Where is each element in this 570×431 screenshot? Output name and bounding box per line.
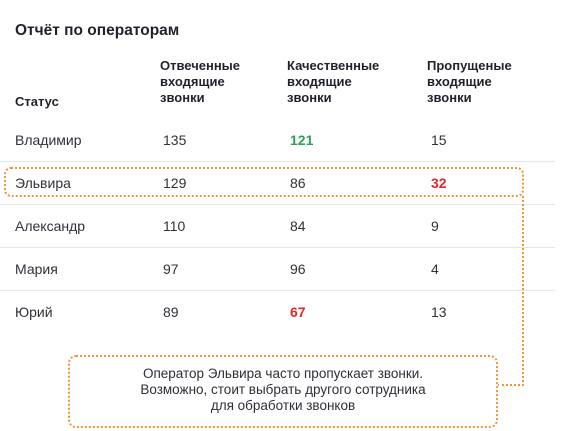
row-divider [0, 290, 555, 291]
header-quality-calls: Качественные входящие звонки [287, 58, 379, 106]
quality-value: 84 [290, 218, 306, 234]
table-row: Владимир 135 121 15 [0, 118, 555, 161]
note-line: Возможно, стоит выбрать другого сотрудни… [140, 382, 426, 397]
row-divider [0, 204, 555, 205]
note-line: для обработки звонков [210, 398, 356, 413]
missed-value: 4 [431, 261, 439, 277]
quality-value: 67 [290, 304, 306, 320]
header-answered-line2: входящие [160, 74, 225, 89]
table-row: Александр 110 84 9 [0, 204, 555, 247]
operator-name: Юрий [15, 304, 53, 320]
header-answered-calls: Отвеченные входящие звонки [160, 58, 240, 106]
answered-value: 97 [163, 261, 179, 277]
missed-value: 32 [431, 175, 447, 191]
report-title: Отчёт по операторам [15, 22, 180, 39]
table-row: Юрий 89 67 13 [0, 290, 555, 333]
operator-name: Александр [15, 218, 86, 234]
table-row: Эльвира 129 86 32 [0, 161, 555, 204]
highlight-row-frame [4, 167, 524, 197]
header-quality-line1: Качественные [287, 58, 380, 73]
quality-value: 121 [290, 132, 314, 148]
operator-name: Мария [15, 261, 58, 277]
operator-name: Эльвира [15, 175, 71, 191]
header-status: Статус [15, 94, 59, 109]
header-answered-line3: звонки [160, 90, 205, 105]
operator-name: Владимир [15, 132, 82, 148]
missed-value: 9 [431, 218, 439, 234]
annotation-note: Оператор Эльвира часто пропускает звонки… [68, 355, 498, 428]
answered-value: 135 [163, 132, 187, 148]
header-quality-line3: звонки [287, 90, 332, 105]
missed-value: 15 [431, 132, 447, 148]
header-quality-line2: входящие [287, 74, 352, 89]
row-divider [0, 247, 555, 248]
table-row: Мария 97 96 4 [0, 247, 555, 290]
header-missed-line1: Пропущеные [427, 58, 512, 73]
row-divider [0, 161, 555, 162]
header-answered-line1: Отвеченные [160, 58, 241, 73]
quality-value: 96 [290, 261, 306, 277]
header-missed-line2: входящие [427, 74, 492, 89]
answered-value: 110 [163, 218, 186, 234]
header-missed-calls: Пропущеные входящие звонки [427, 58, 512, 106]
missed-value: 13 [431, 304, 447, 320]
annotation-connector [522, 196, 524, 386]
answered-value: 129 [163, 175, 187, 191]
note-line: Оператор Эльвира часто пропускает звонки… [142, 366, 424, 381]
quality-value: 86 [290, 175, 306, 191]
annotation-connector [497, 384, 524, 386]
answered-value: 89 [163, 304, 179, 320]
header-missed-line3: звонки [427, 90, 472, 105]
